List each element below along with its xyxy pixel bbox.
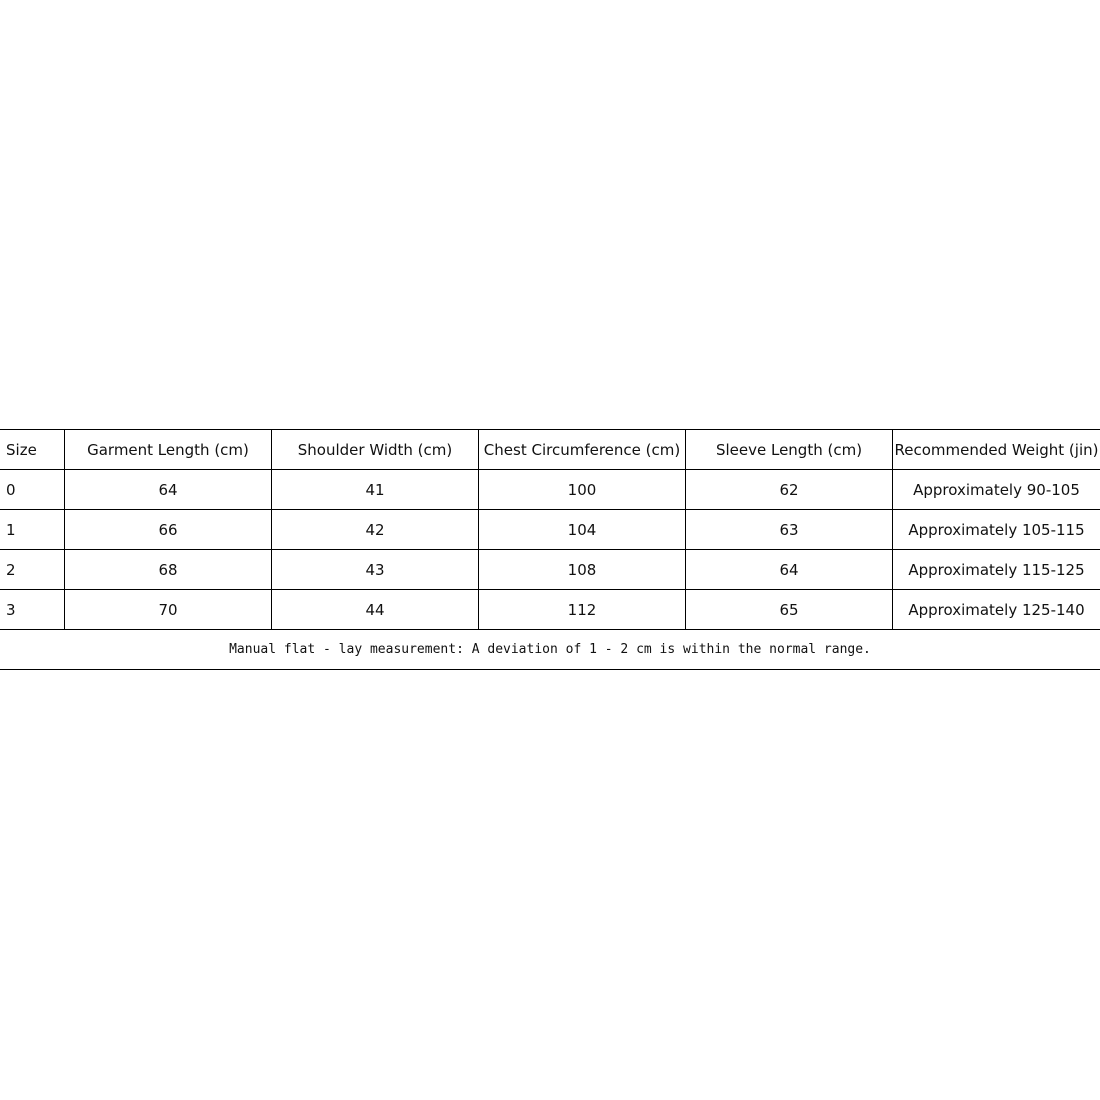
cell: 44	[271, 589, 479, 630]
header-size: Size	[0, 429, 65, 470]
note-row: Manual flat - lay measurement: A deviati…	[0, 629, 1100, 670]
cell: 104	[478, 509, 686, 550]
cell: Approximately 125-140	[892, 589, 1100, 630]
cell: 41	[271, 469, 479, 510]
cell: 64	[64, 469, 272, 510]
header-chest: Chest Circumference (cm)	[478, 429, 686, 470]
table-row: 2 68 43 108 64 Approximately 115-125	[0, 549, 1100, 590]
header-sleeve-length: Sleeve Length (cm)	[685, 429, 893, 470]
table-header-row: Size Garment Length (cm) Shoulder Width …	[0, 429, 1100, 470]
cell: 64	[685, 549, 893, 590]
cell: 108	[478, 549, 686, 590]
cell: 2	[0, 549, 65, 590]
size-chart-table: Size Garment Length (cm) Shoulder Width …	[0, 429, 1100, 670]
cell: 0	[0, 469, 65, 510]
cell: 68	[64, 549, 272, 590]
cell: 43	[271, 549, 479, 590]
cell: Approximately 105-115	[892, 509, 1100, 550]
cell: 1	[0, 509, 65, 550]
cell: 112	[478, 589, 686, 630]
header-weight: Recommended Weight (jin)	[892, 429, 1100, 470]
cell: Approximately 90-105	[892, 469, 1100, 510]
cell: 62	[685, 469, 893, 510]
cell: 65	[685, 589, 893, 630]
cell: 100	[478, 469, 686, 510]
table-row: 0 64 41 100 62 Approximately 90-105	[0, 469, 1100, 510]
measurement-note: Manual flat - lay measurement: A deviati…	[0, 629, 1100, 670]
header-garment-length: Garment Length (cm)	[64, 429, 272, 470]
table-row: 1 66 42 104 63 Approximately 105-115	[0, 509, 1100, 550]
cell: 3	[0, 589, 65, 630]
cell: 63	[685, 509, 893, 550]
table-row: 3 70 44 112 65 Approximately 125-140	[0, 589, 1100, 630]
cell: 42	[271, 509, 479, 550]
cell: Approximately 115-125	[892, 549, 1100, 590]
header-shoulder-width: Shoulder Width (cm)	[271, 429, 479, 470]
cell: 66	[64, 509, 272, 550]
cell: 70	[64, 589, 272, 630]
